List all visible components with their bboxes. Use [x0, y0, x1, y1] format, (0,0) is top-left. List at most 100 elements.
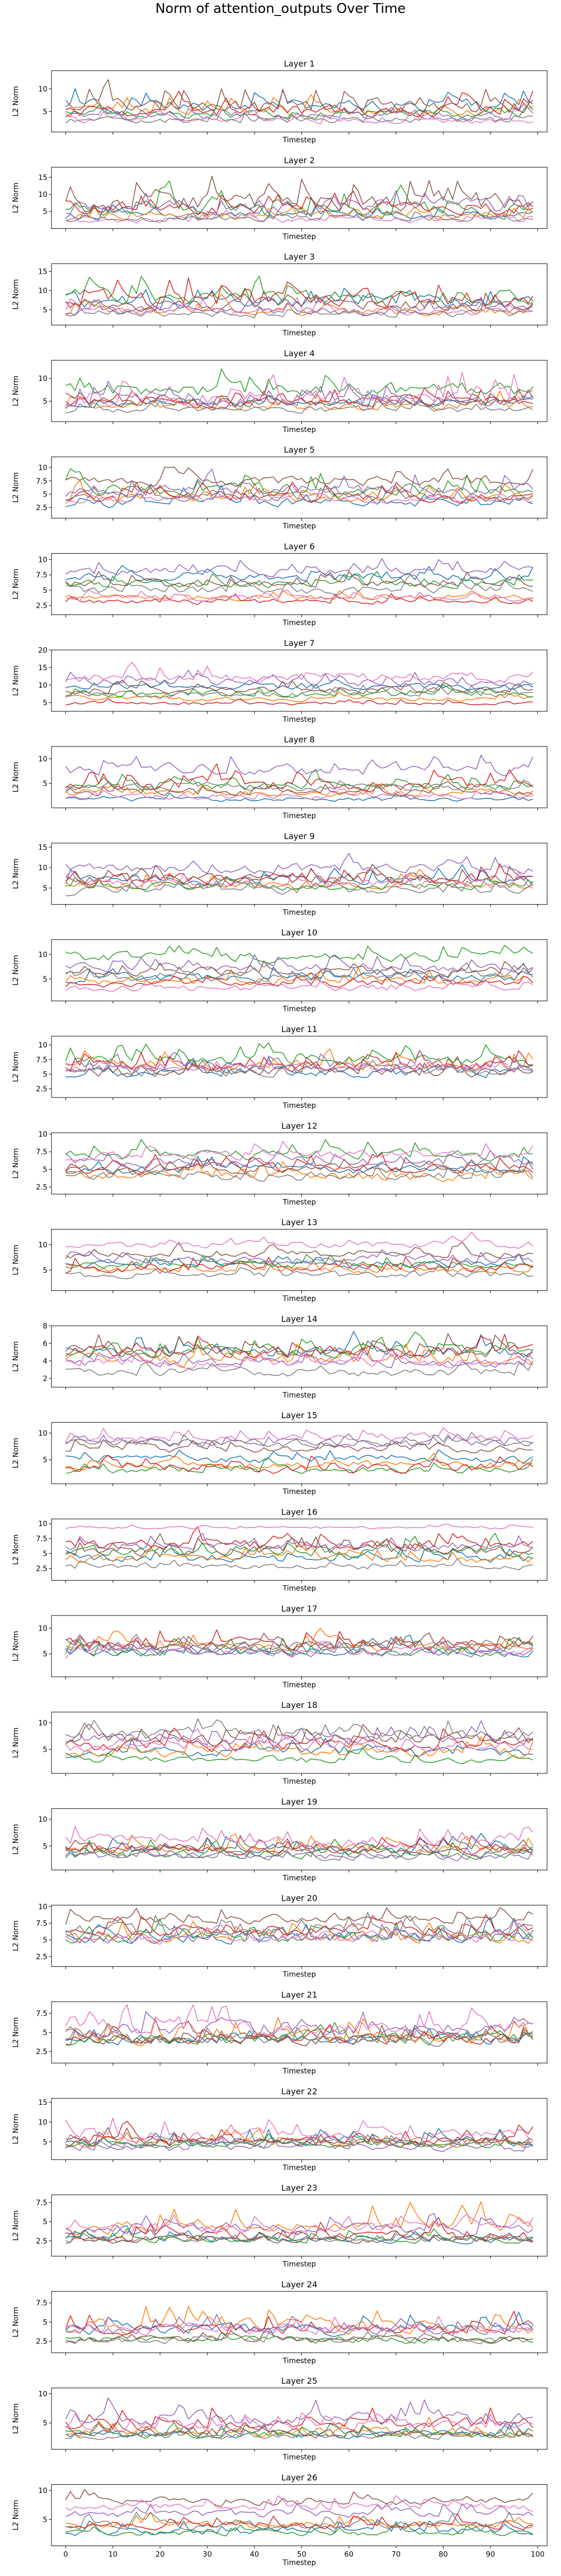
x-axis-label: Timestep	[282, 1874, 316, 1882]
subplot-layer-17: Layer 17 5 10 Timestep L2 Norm	[12, 1604, 548, 1689]
subplot-layer-13: Layer 13 5 10 Timestep L2 Norm	[12, 1218, 548, 1303]
series-line-8	[65, 1263, 533, 1279]
y-tick-label: 7.5	[36, 1920, 47, 1928]
series-line-8	[65, 574, 533, 595]
plot-frame	[51, 1711, 548, 1774]
y-axis-label: L2 Norm	[12, 762, 20, 792]
series-line-8	[65, 208, 533, 222]
series-line-2	[65, 1833, 534, 1854]
y-tick-label: 2.5	[36, 2237, 47, 2246]
y-tick-label: 5	[43, 1267, 47, 1275]
series-line-5	[65, 670, 533, 687]
series-line-2	[65, 1161, 533, 1183]
series-line-6	[65, 291, 534, 312]
y-tick-label: 2.5	[36, 1953, 47, 1961]
subplot-layer-14: Layer 14 2 4 6 8 Timestep L2 Norm	[12, 1314, 548, 1400]
series-line-8	[65, 1840, 534, 1862]
subplot-layer-10: Layer 10 5 10 Timestep L2 Norm	[12, 928, 548, 1013]
y-tick-label: 10	[38, 1625, 47, 1633]
y-tick-label: 10	[38, 1816, 47, 1824]
series-line-6	[65, 79, 533, 113]
y-axis-label: L2 Norm	[12, 1727, 20, 1758]
y-tick-label: 5	[43, 1746, 47, 1754]
y-tick-label: 2.5	[36, 602, 47, 610]
series-line-3	[65, 2332, 533, 2344]
series-line-2	[65, 1259, 534, 1274]
x-tick-label: 80	[439, 2551, 448, 2559]
y-tick-label: 15	[38, 174, 47, 182]
series-line-6	[65, 1835, 533, 1854]
subplot-title: Layer 5	[284, 445, 315, 455]
y-tick-label: 10	[38, 755, 47, 763]
y-tick-label: 7.5	[36, 1535, 47, 1543]
y-tick-label: 5	[43, 397, 47, 406]
subplot-title: Layer 21	[281, 1990, 317, 2000]
series-line-6	[65, 2024, 533, 2047]
subplot-title: Layer 16	[281, 1507, 317, 1517]
x-axis-label: Timestep	[282, 1488, 316, 1496]
series-line-8	[65, 879, 534, 896]
series-line-5	[65, 103, 534, 121]
series-line-2	[65, 1453, 533, 1471]
y-tick-label: 7.5	[36, 1148, 47, 1156]
series-line-3	[65, 945, 533, 964]
y-tick-label: 10	[38, 287, 47, 295]
y-tick-label: 7.5	[36, 2009, 47, 2018]
series-line-6	[65, 571, 533, 588]
x-axis-label: Timestep	[282, 2559, 316, 2567]
series-line-4	[65, 1526, 534, 1550]
series-line-8	[65, 1718, 534, 1741]
y-tick-label: 10	[38, 1131, 47, 1139]
series-line-4	[65, 481, 533, 504]
plot-frame	[51, 842, 548, 905]
y-axis-label: L2 Norm	[12, 1438, 20, 1468]
series-line-8	[65, 2512, 533, 2531]
plot-frame	[51, 1519, 548, 1581]
x-axis-label: Timestep	[282, 136, 316, 144]
series-line-4	[65, 2217, 533, 2242]
figure-title: Norm of attention_outputs Over Time	[155, 1, 406, 16]
y-tick-label: 5	[43, 1071, 47, 1079]
series-line-5	[65, 2503, 534, 2518]
y-tick-label: 2.5	[36, 1184, 47, 1192]
series-line-2	[65, 205, 534, 221]
x-axis-label: Timestep	[282, 1295, 316, 1303]
series-line-2	[65, 691, 533, 703]
series-line-2	[65, 2417, 533, 2438]
y-tick-label: 5	[43, 2029, 47, 2037]
series-line-2	[65, 1921, 534, 1944]
series-line-5	[65, 2397, 533, 2426]
series-line-1	[65, 565, 534, 582]
series-line-8	[65, 1634, 534, 1652]
series-line-1	[65, 792, 533, 802]
series-line-6	[65, 1907, 533, 1925]
series-line-7	[65, 979, 533, 992]
y-tick-label: 10	[38, 1520, 47, 1528]
series-line-5	[65, 853, 533, 874]
subplot-layer-23: Layer 23 2.5 5 7.5 Timestep L2 Norm	[12, 2183, 548, 2269]
series-line-7	[65, 2412, 533, 2433]
plot-frame	[51, 2195, 548, 2257]
y-tick-label: 20	[38, 646, 47, 655]
series-line-2	[65, 783, 534, 797]
y-axis-label: L2 Norm	[12, 955, 20, 986]
x-axis-label: Timestep	[282, 812, 316, 820]
series-line-5	[65, 469, 534, 497]
y-tick-label: 10	[38, 85, 47, 93]
subplot-title: Layer 8	[284, 735, 315, 744]
subplot-layer-25: Layer 25 5 10 Timestep L2 Norm	[12, 2376, 548, 2462]
subplot-layer-16: Layer 16 2.5 5 7.5 10 Timestep L2 Norm	[12, 1507, 548, 1593]
y-tick-label: 10	[38, 951, 47, 959]
x-axis-label: Timestep	[282, 522, 316, 530]
series-line-7	[65, 870, 533, 889]
x-axis-label: Timestep	[282, 1681, 316, 1689]
y-tick-label: 5	[43, 2218, 47, 2226]
subplot-title: Layer 19	[281, 1797, 317, 1806]
plot-frame	[51, 1422, 548, 1484]
series-line-5	[65, 190, 534, 217]
series-line-3	[65, 876, 534, 891]
series-line-6	[65, 2230, 533, 2244]
plot-frame	[51, 2291, 548, 2353]
series-line-4	[65, 90, 534, 118]
y-tick-label: 7.5	[36, 477, 47, 486]
